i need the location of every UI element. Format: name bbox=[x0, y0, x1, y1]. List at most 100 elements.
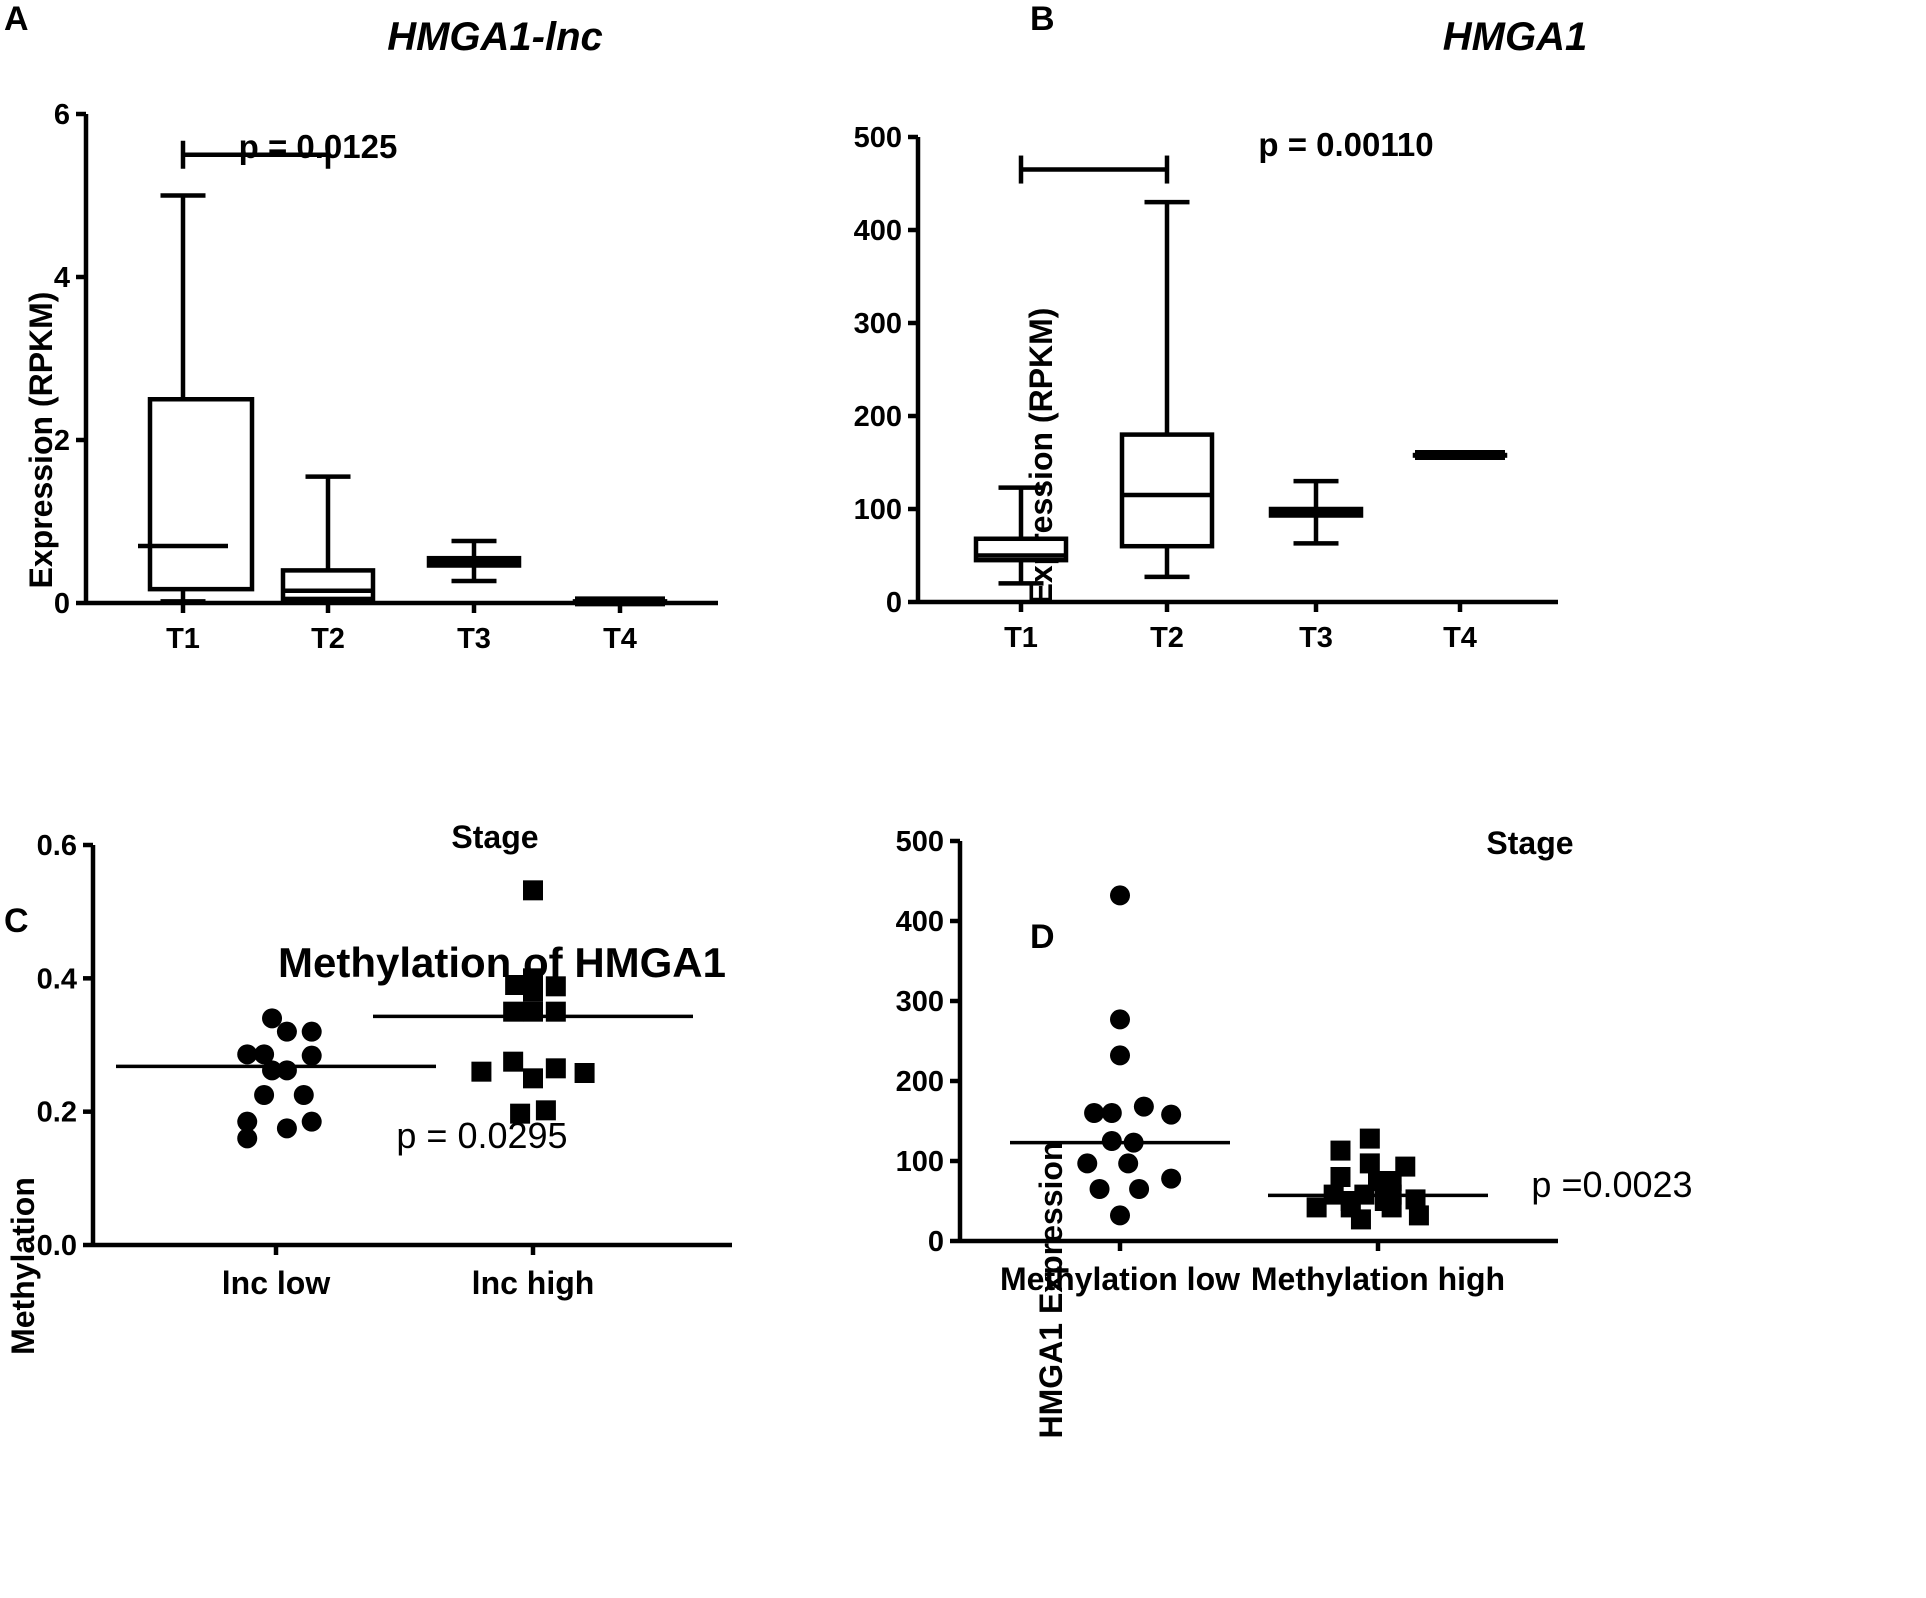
box-t1 bbox=[138, 193, 255, 604]
data-point bbox=[523, 981, 543, 1002]
data-point bbox=[262, 1008, 283, 1029]
data-point bbox=[510, 1103, 531, 1124]
data-point bbox=[535, 1100, 556, 1121]
y-tick-label: 200 bbox=[854, 401, 902, 433]
y-tick-label: 500 bbox=[854, 122, 902, 154]
panel-d: D HMGA1 Expression p =0.0023 0 100 200 300 4… bbox=[896, 826, 1693, 1438]
p-value-label: p = 0.0295 bbox=[396, 1115, 567, 1156]
data-point bbox=[1306, 1197, 1327, 1218]
panel-letter: D bbox=[1030, 918, 1055, 956]
data-point bbox=[523, 1001, 543, 1022]
y-tick-label: 100 bbox=[854, 494, 902, 526]
x-tick-label: T3 bbox=[457, 623, 491, 655]
panel-c: C Methylation of HMGA1 Methylation p = 0… bbox=[4, 830, 732, 1355]
box-t2 bbox=[1119, 199, 1215, 580]
data-point bbox=[1089, 1179, 1110, 1199]
y-tick-label: 300 bbox=[854, 308, 902, 340]
data-point bbox=[276, 1118, 297, 1139]
panel-letter: B bbox=[1030, 0, 1055, 38]
x-tick-label: T1 bbox=[166, 623, 200, 655]
x-tick-label: T4 bbox=[1443, 622, 1477, 654]
data-point bbox=[1359, 1128, 1380, 1149]
y-tick-label: 100 bbox=[896, 1146, 944, 1178]
data-point bbox=[237, 1128, 258, 1149]
x-axis-label: Stage bbox=[1486, 825, 1573, 861]
x-tick-label: T2 bbox=[311, 623, 345, 655]
y-tick-label: 500 bbox=[896, 826, 944, 858]
y-tick-label: 0.4 bbox=[37, 963, 77, 995]
y-tick-label: 4 bbox=[54, 262, 70, 294]
panel-a: A HMGA1-lnc Expression (RPKM) Stage p = … bbox=[4, 0, 718, 855]
y-axis-label: Methylation bbox=[5, 1177, 41, 1355]
panel-b: B HMGA1 Expression (RPKM) Stage p = 0.00… bbox=[854, 0, 1588, 861]
data-point bbox=[276, 1060, 297, 1081]
y-tick-label: 0.6 bbox=[37, 830, 77, 862]
box-t4 bbox=[1412, 450, 1508, 461]
data-point bbox=[471, 1061, 492, 1082]
x-tick-label: lnc low bbox=[222, 1265, 331, 1301]
data-point bbox=[1359, 1153, 1380, 1174]
data-point bbox=[301, 1045, 322, 1066]
y-tick-label: 0 bbox=[54, 588, 70, 620]
y-tick-label: 0.0 bbox=[37, 1230, 77, 1262]
data-point bbox=[1408, 1205, 1429, 1226]
data-point bbox=[276, 1021, 297, 1042]
data-point bbox=[503, 1051, 524, 1072]
data-point bbox=[262, 1060, 283, 1081]
x-axis-label: Stage bbox=[451, 819, 538, 855]
x-tick-label: Methylation high bbox=[1251, 1261, 1505, 1297]
data-point bbox=[1350, 1209, 1371, 1230]
chart-title: HMGA1-lnc bbox=[387, 15, 603, 59]
box-t3 bbox=[426, 538, 522, 584]
box-body bbox=[1119, 432, 1215, 549]
data-point bbox=[1129, 1179, 1150, 1199]
data-point bbox=[503, 1001, 524, 1022]
x-tick-label: T2 bbox=[1150, 622, 1184, 654]
data-point bbox=[505, 975, 526, 995]
x-tick-label: T4 bbox=[603, 623, 637, 655]
data-point bbox=[1161, 1104, 1182, 1125]
data-point bbox=[545, 976, 566, 997]
y-tick-label: 2 bbox=[54, 425, 70, 457]
y-tick-label: 0.2 bbox=[37, 1097, 77, 1129]
box-t2 bbox=[280, 474, 376, 604]
p-value-label: p =0.0023 bbox=[1531, 1164, 1692, 1205]
data-point bbox=[1110, 1045, 1130, 1066]
data-point bbox=[1110, 1009, 1130, 1030]
p-value-label: p = 0.00110 bbox=[1258, 126, 1433, 163]
x-tick-label: Methylation low bbox=[1000, 1261, 1240, 1297]
panel-letter: A bbox=[4, 0, 29, 38]
y-tick-label: 200 bbox=[896, 1066, 944, 1098]
x-tick-label: T1 bbox=[1004, 622, 1038, 654]
y-tick-label: 6 bbox=[54, 99, 70, 131]
data-point bbox=[293, 1085, 314, 1105]
data-point bbox=[254, 1085, 275, 1105]
y-tick-label: 0 bbox=[928, 1226, 944, 1258]
data-point bbox=[523, 1068, 543, 1089]
chart-title: HMGA1 bbox=[1443, 15, 1587, 59]
p-value-label: p = 0.0125 bbox=[239, 128, 398, 165]
box-body bbox=[280, 568, 376, 602]
data-point bbox=[301, 1021, 322, 1042]
data-point bbox=[545, 1058, 566, 1079]
data-point bbox=[1101, 1131, 1122, 1151]
chart-title: Methylation of HMGA1 bbox=[278, 939, 726, 986]
y-axis-label: Expression (RPKM) bbox=[23, 292, 59, 589]
data-point bbox=[301, 1111, 322, 1132]
data-point bbox=[1084, 1103, 1105, 1123]
data-point bbox=[1123, 1132, 1144, 1153]
data-point bbox=[237, 1044, 258, 1065]
box-t3 bbox=[1268, 478, 1364, 546]
data-point bbox=[1110, 885, 1130, 906]
data-point bbox=[523, 880, 543, 901]
y-tick-label: 0 bbox=[886, 587, 902, 619]
data-point bbox=[1118, 1153, 1139, 1174]
data-point bbox=[1330, 1167, 1351, 1187]
data-point bbox=[1077, 1153, 1098, 1174]
data-point bbox=[545, 1001, 566, 1022]
data-point bbox=[1110, 1205, 1130, 1226]
y-tick-label: 400 bbox=[896, 906, 944, 938]
box-body bbox=[147, 397, 255, 592]
box-t4 bbox=[572, 596, 668, 607]
data-point bbox=[1101, 1103, 1122, 1123]
